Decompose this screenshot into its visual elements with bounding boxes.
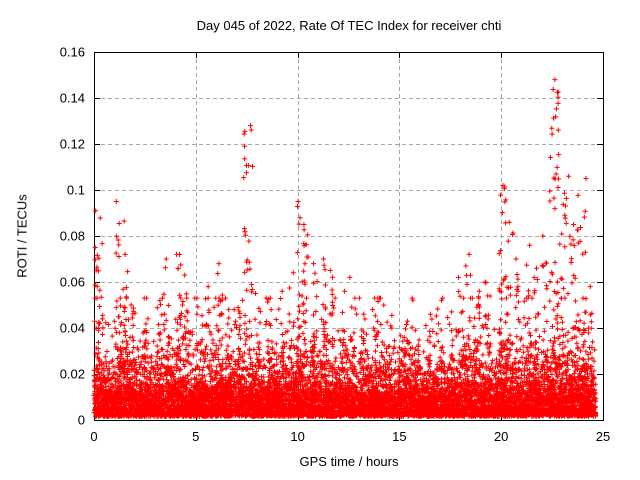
x-axis-label: GPS time / hours xyxy=(299,454,399,469)
x-tick-label: 5 xyxy=(192,429,200,444)
y-tick-label: 0.02 xyxy=(59,366,85,382)
x-tick-label: 25 xyxy=(595,429,611,444)
y-tick-label: 0.14 xyxy=(59,90,85,106)
y-tick-label: 0.08 xyxy=(59,228,85,244)
y-tick-label: 0.1 xyxy=(66,182,85,198)
x-tick-label: 15 xyxy=(392,429,407,444)
x-tick-label: 0 xyxy=(90,429,98,444)
chart-title: Day 045 of 2022, Rate Of TEC Index for r… xyxy=(196,18,502,33)
y-tick-label: 0.12 xyxy=(59,136,85,152)
x-tick-label: 10 xyxy=(290,429,305,444)
x-tick-label: 20 xyxy=(493,429,509,444)
y-tick-label: 0.06 xyxy=(59,274,85,290)
y-tick-label: 0.16 xyxy=(59,44,85,60)
y-tick-label: 0 xyxy=(77,412,85,428)
y-axis-label: ROTI / TECUs xyxy=(14,194,30,278)
y-tick-label: 0.04 xyxy=(59,320,85,336)
